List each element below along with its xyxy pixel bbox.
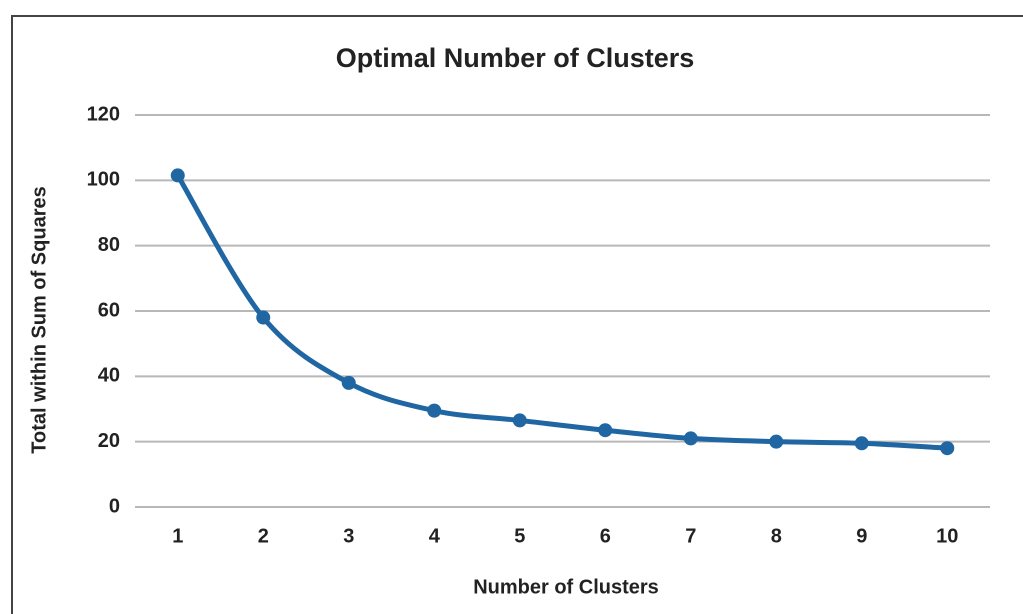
- x-tick-label: 6: [600, 525, 611, 547]
- y-axis-label: Total within Sum of Squares: [28, 186, 50, 453]
- y-tick-label: 80: [98, 234, 120, 256]
- data-point: [427, 403, 442, 418]
- data-point: [512, 413, 527, 428]
- series-line: [175, 172, 950, 451]
- data-point: [598, 423, 613, 438]
- x-tick-label: 8: [771, 525, 782, 547]
- data-point: [854, 436, 869, 451]
- x-tick-label: 7: [685, 525, 696, 547]
- x-tick-label: 9: [856, 525, 867, 547]
- x-tick-label: 2: [258, 525, 269, 547]
- x-tick-label: 3: [343, 525, 354, 547]
- y-tick-label: 100: [87, 169, 120, 191]
- y-tick-label: 60: [98, 299, 120, 321]
- data-point: [683, 431, 698, 446]
- y-tick-label: 20: [98, 430, 120, 452]
- y-tick-label: 40: [98, 365, 120, 387]
- data-point: [170, 168, 185, 183]
- x-tick-label: 5: [514, 525, 525, 547]
- chart-title: Optimal Number of Clusters: [336, 43, 695, 73]
- data-point: [256, 310, 271, 325]
- data-point: [940, 441, 955, 456]
- data-point: [341, 375, 356, 390]
- data-point: [769, 434, 784, 449]
- y-tick-label: 120: [87, 103, 120, 125]
- x-tick-label: 4: [429, 525, 441, 547]
- y-tick-label: 0: [109, 495, 120, 517]
- x-tick-label: 1: [172, 525, 183, 547]
- x-axis-label: Number of Clusters: [473, 576, 659, 598]
- x-tick-label: 10: [936, 525, 958, 547]
